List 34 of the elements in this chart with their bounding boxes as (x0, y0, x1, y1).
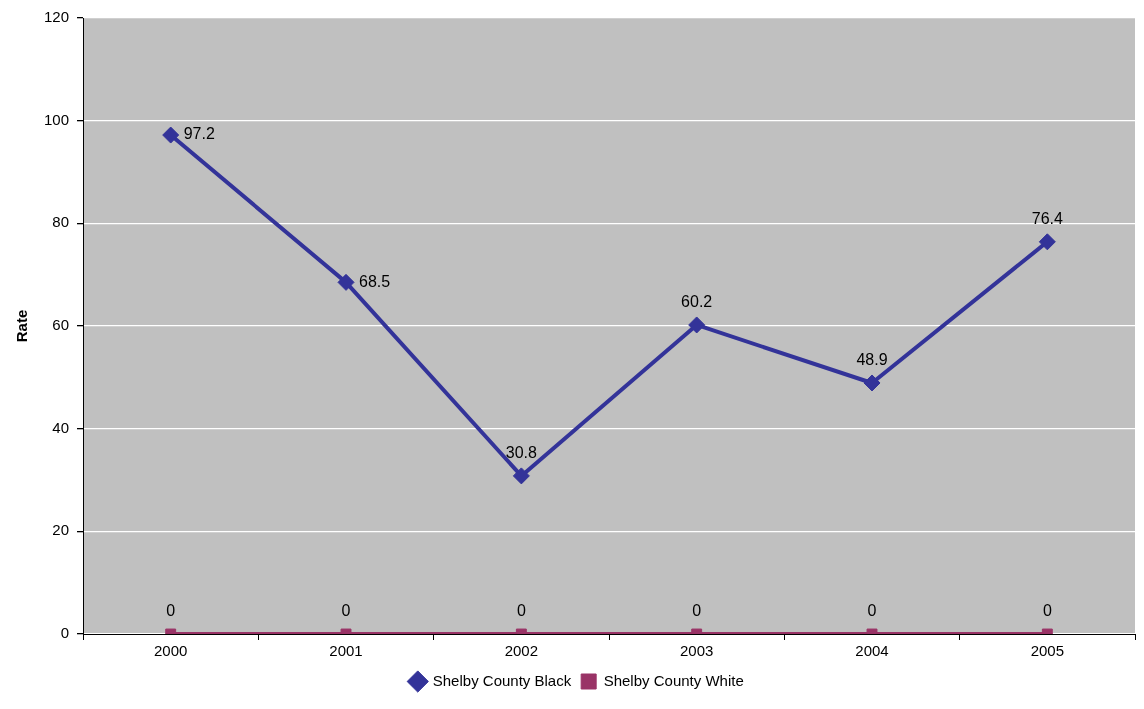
x-tick-label: 2004 (855, 642, 889, 660)
y-tick-label: 100 (44, 110, 70, 128)
y-tick-label: 80 (52, 213, 70, 231)
data-label: 97.2 (183, 125, 215, 143)
y-tick-label: 60 (52, 316, 70, 334)
point (1038, 233, 1056, 251)
y-tick-label: 120 (44, 8, 70, 26)
x-tick-label: 2003 (679, 642, 714, 660)
data-label: 0 (516, 602, 526, 620)
y-tick-label: 20 (52, 521, 70, 539)
y-tick-label: 0 (60, 624, 70, 642)
point (863, 374, 881, 392)
y-axis-title: Rate (13, 309, 31, 343)
x-tick-label: 2001 (329, 642, 363, 660)
y-tick-label: 40 (52, 418, 70, 436)
data-label: 48.9 (856, 351, 888, 369)
x-tick-label: 2005 (1030, 642, 1065, 660)
legend-label: Shelby County Black (432, 671, 572, 689)
legend-label: Shelby County White (603, 671, 744, 689)
x-tick-label: 2000 (154, 642, 188, 660)
point (162, 126, 180, 144)
point (337, 273, 355, 291)
data-label: 0 (166, 602, 176, 620)
data-label: 0 (341, 602, 351, 620)
data-label: 0 (692, 602, 702, 620)
data-label: 0 (867, 602, 877, 620)
point (512, 467, 530, 485)
data-label: 30.8 (505, 444, 538, 462)
data-label: 76.4 (1031, 210, 1064, 228)
data-label: 68.5 (359, 272, 391, 290)
x-tick-label: 2002 (504, 642, 539, 660)
point (688, 316, 706, 334)
data-label: 0 (1042, 602, 1052, 620)
data-label: 60.2 (681, 293, 713, 311)
